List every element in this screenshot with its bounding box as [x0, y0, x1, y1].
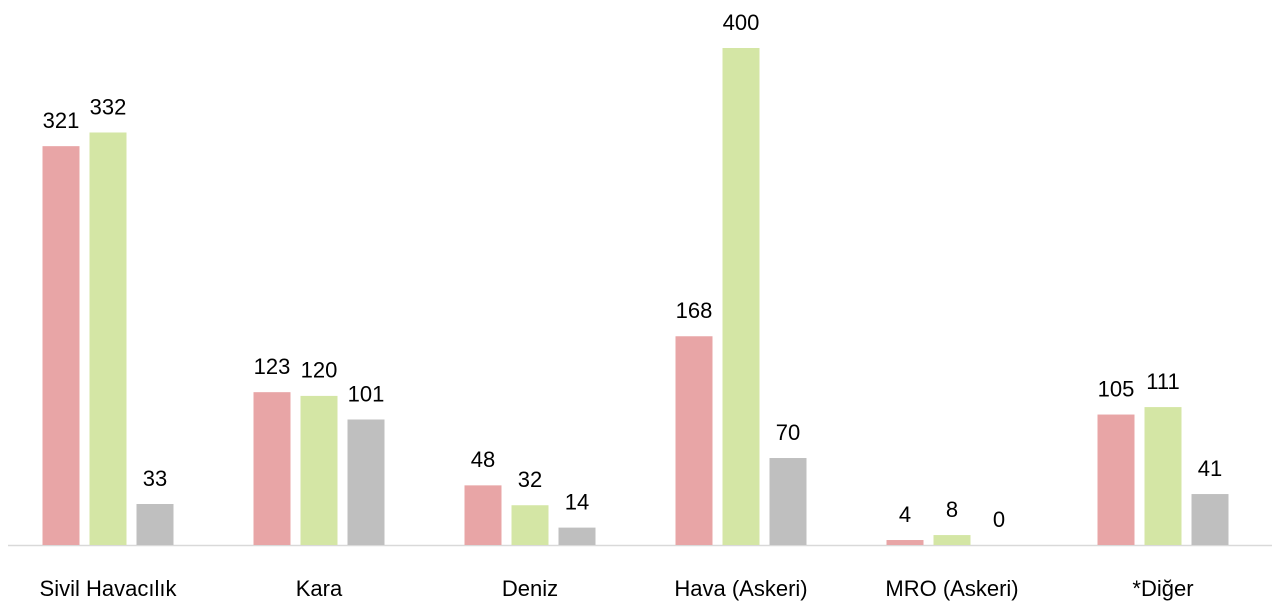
value-label: 70: [776, 420, 800, 445]
value-label: 101: [348, 381, 385, 406]
x-tick-label: Deniz: [502, 576, 558, 601]
bar: [675, 336, 713, 545]
x-tick-label: MRO (Askeri): [885, 576, 1018, 601]
value-label: 33: [143, 466, 167, 491]
bar: [933, 535, 971, 545]
value-label: 120: [301, 358, 338, 383]
bar: [347, 419, 385, 545]
x-tick-label: *Diğer: [1132, 576, 1193, 601]
x-tick-label: Kara: [296, 576, 343, 601]
bar: [769, 458, 807, 545]
value-label: 168: [676, 298, 713, 323]
bar: [136, 503, 174, 545]
bar: [1191, 494, 1229, 545]
bar: [511, 505, 549, 545]
bar: [89, 132, 127, 546]
bar: [300, 395, 338, 545]
x-tick-label: Hava (Askeri): [674, 576, 807, 601]
value-label: 14: [565, 489, 589, 514]
value-label: 123: [254, 354, 291, 379]
bar: [558, 527, 596, 545]
bar: [722, 48, 760, 545]
x-tick-label: Sivil Havacılık: [40, 576, 178, 601]
bar: [1144, 407, 1182, 545]
value-label: 48: [471, 447, 495, 472]
bar: [464, 485, 502, 545]
value-label: 105: [1098, 376, 1135, 401]
value-label: 8: [946, 497, 958, 522]
value-label: 41: [1198, 456, 1222, 481]
value-label: 32: [518, 467, 542, 492]
bar: [42, 146, 80, 545]
value-label: 321: [43, 108, 80, 133]
value-label: 332: [90, 94, 127, 119]
bar: [1097, 414, 1135, 545]
value-label: 111: [1146, 369, 1179, 394]
value-label: 4: [899, 502, 911, 527]
value-label: 400: [723, 10, 760, 35]
value-label: 0: [993, 507, 1005, 532]
bar: [886, 540, 924, 545]
bar: [253, 392, 291, 545]
